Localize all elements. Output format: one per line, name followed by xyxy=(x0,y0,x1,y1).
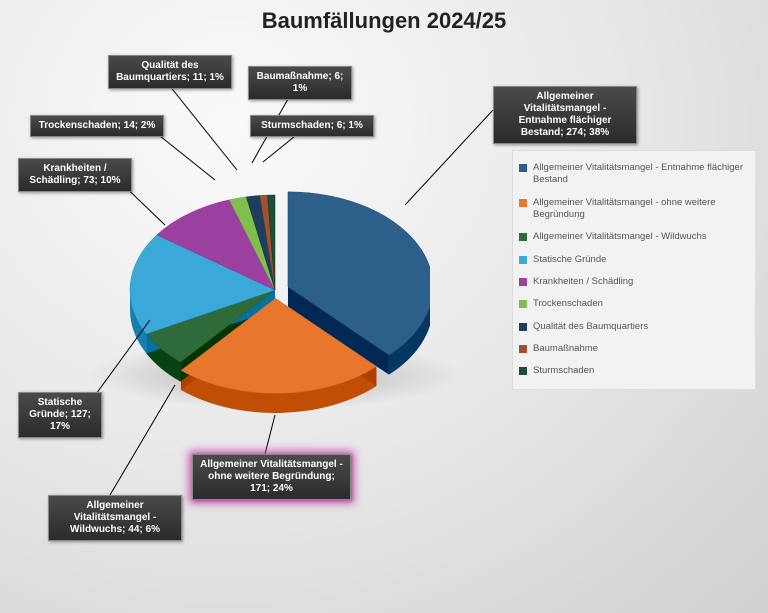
legend-swatch xyxy=(519,278,527,286)
callout-label: Trockenschaden; 14; 2% xyxy=(30,115,164,137)
legend-label: Allgemeiner Vitalitätsmangel - Entnahme … xyxy=(533,162,749,187)
legend-swatch xyxy=(519,300,527,308)
callout-label: Krankheiten / Schädling; 73; 10% xyxy=(18,158,132,192)
legend-item: Allgemeiner Vitalitätsmangel - Entnahme … xyxy=(519,157,749,192)
legend-item: Qualität des Baumquartiers xyxy=(519,316,749,338)
legend-item: Trockenschaden xyxy=(519,293,749,315)
legend-label: Sturmschaden xyxy=(533,365,594,377)
callout-label: Allgemeiner Vitalitätsmangel - Wildwuchs… xyxy=(48,495,182,541)
leader-line xyxy=(405,110,493,205)
legend-item: Krankheiten / Schädling xyxy=(519,271,749,293)
legend-swatch xyxy=(519,323,527,331)
callout-label: Qualität des Baumquartiers; 11; 1% xyxy=(108,55,232,89)
legend-label: Statische Gründe xyxy=(533,254,606,266)
legend-label: Qualität des Baumquartiers xyxy=(533,321,648,333)
callout-label: Baumaßnahme; 6; 1% xyxy=(248,66,352,100)
leader-line xyxy=(265,415,275,454)
callout-label: Sturmschaden; 6; 1% xyxy=(250,115,374,137)
leader-line xyxy=(165,80,237,170)
legend-swatch xyxy=(519,164,527,172)
legend-item: Statische Gründe xyxy=(519,249,749,271)
legend-label: Krankheiten / Schädling xyxy=(533,276,633,288)
legend-label: Allgemeiner Vitalitätsmangel - Wildwuchs xyxy=(533,231,707,243)
callout-label: Allgemeiner Vitalitätsmangel - ohne weit… xyxy=(192,454,351,500)
legend-swatch xyxy=(519,199,527,207)
legend-swatch xyxy=(519,233,527,241)
legend-item: Sturmschaden xyxy=(519,360,749,382)
legend-item: Allgemeiner Vitalitätsmangel - ohne weit… xyxy=(519,192,749,227)
legend-swatch xyxy=(519,367,527,375)
legend-item: Baumaßnahme xyxy=(519,338,749,360)
legend-label: Baumaßnahme xyxy=(533,343,598,355)
legend-item: Allgemeiner Vitalitätsmangel - Wildwuchs xyxy=(519,226,749,248)
callout-label: Statische Gründe; 127; 17% xyxy=(18,392,102,438)
legend-label: Allgemeiner Vitalitätsmangel - ohne weit… xyxy=(533,197,749,222)
legend-swatch xyxy=(519,345,527,353)
leader-line xyxy=(110,385,175,495)
callout-label: Allgemeiner Vitalitätsmangel - Entnahme … xyxy=(493,86,637,144)
legend-swatch xyxy=(519,256,527,264)
legend-label: Trockenschaden xyxy=(533,298,603,310)
legend: Allgemeiner Vitalitätsmangel - Entnahme … xyxy=(512,150,756,390)
